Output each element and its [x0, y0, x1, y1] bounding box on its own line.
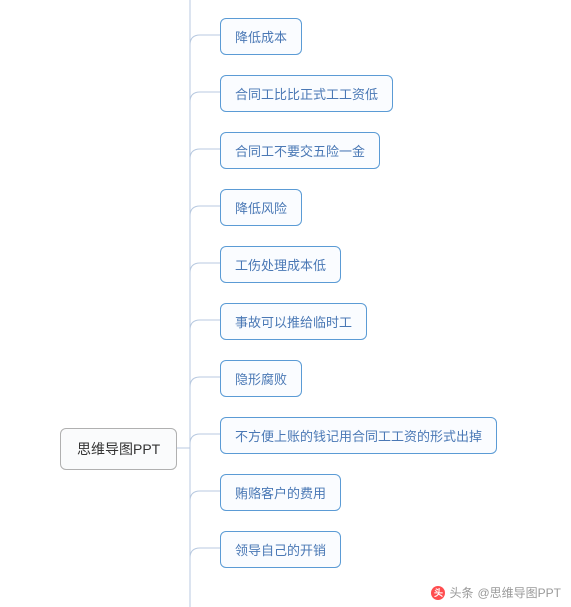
watermark-prefix: 头条 [449, 584, 473, 601]
child-node[interactable]: 不方便上账的钱记用合同工工资的形式出掉 [220, 417, 497, 454]
child-label: 不方便上账的钱记用合同工工资的形式出掉 [235, 429, 482, 444]
child-label: 贿赂客户的费用 [235, 486, 326, 501]
child-node[interactable]: 合同工比比正式工工资低 [220, 75, 393, 112]
child-node[interactable]: 贿赂客户的费用 [220, 474, 341, 511]
child-label: 领导自己的开销 [235, 543, 326, 558]
child-label: 降低风险 [235, 201, 287, 216]
child-label: 降低成本 [235, 30, 287, 45]
root-label: 思维导图PPT [77, 441, 160, 457]
child-node[interactable]: 领导自己的开销 [220, 531, 341, 568]
child-node[interactable]: 隐形腐败 [220, 360, 302, 397]
child-label: 工伤处理成本低 [235, 258, 326, 273]
watermark-icon: 头 [431, 586, 445, 600]
child-label: 事故可以推给临时工 [235, 315, 352, 330]
child-node[interactable]: 工伤处理成本低 [220, 246, 341, 283]
child-node[interactable]: 事故可以推给临时工 [220, 303, 367, 340]
child-label: 合同工比比正式工工资低 [235, 87, 378, 102]
watermark-text: @思维导图PPT [477, 584, 561, 601]
watermark: 头 头条 @思维导图PPT [431, 584, 561, 601]
mindmap-canvas: 思维导图PPT 降低成本合同工比比正式工工资低合同工不要交五险一金降低风险工伤处… [0, 0, 571, 607]
child-node[interactable]: 降低成本 [220, 18, 302, 55]
child-node[interactable]: 降低风险 [220, 189, 302, 226]
child-label: 合同工不要交五险一金 [235, 144, 365, 159]
child-node[interactable]: 合同工不要交五险一金 [220, 132, 380, 169]
root-node[interactable]: 思维导图PPT [60, 428, 177, 470]
child-label: 隐形腐败 [235, 372, 287, 387]
